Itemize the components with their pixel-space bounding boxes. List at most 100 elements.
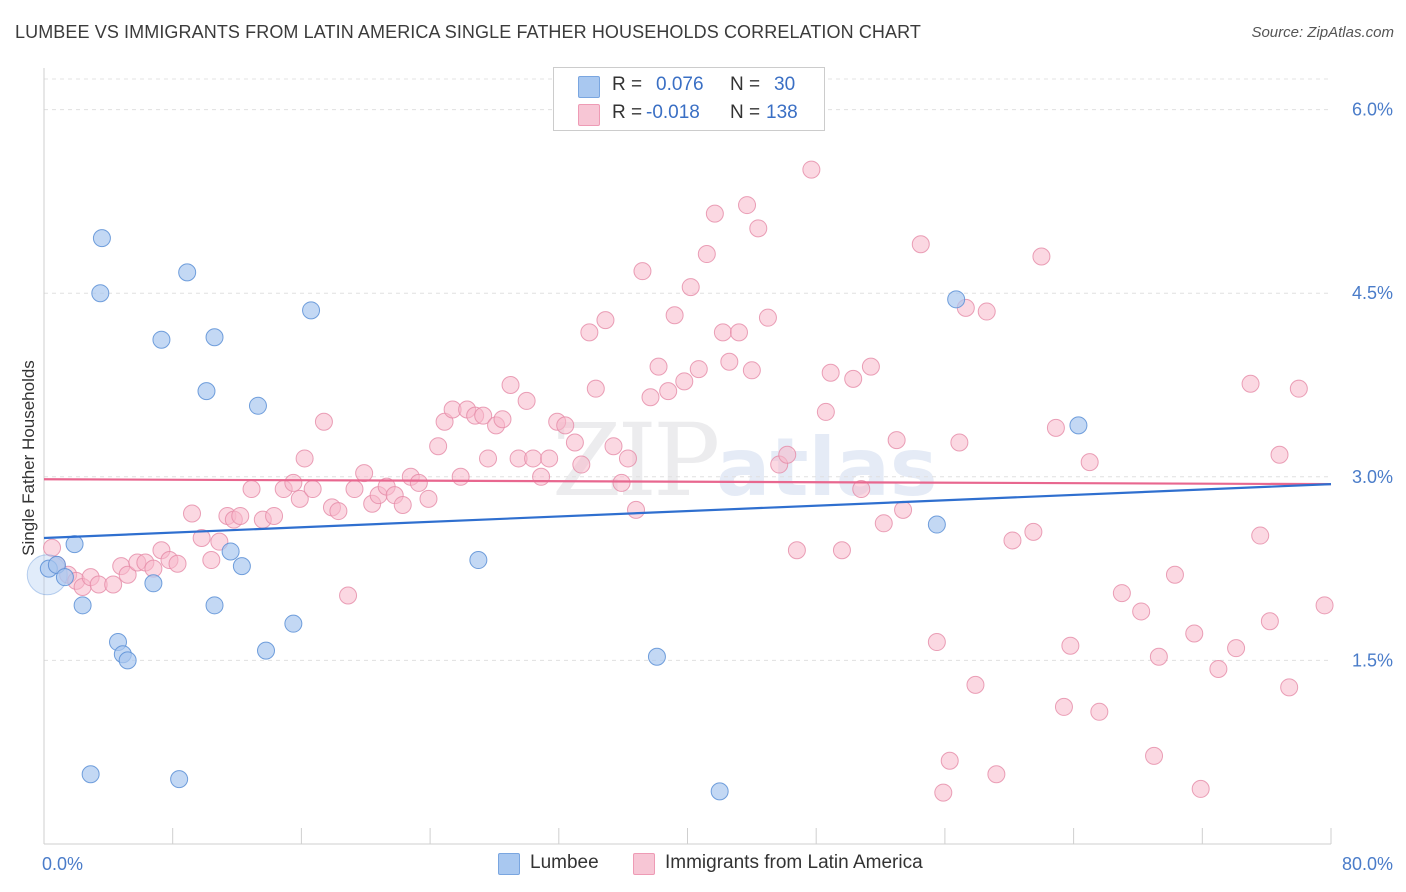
immigrants-point — [580, 323, 599, 342]
immigrants-point — [675, 372, 694, 391]
immigrants-point — [1090, 702, 1109, 721]
legend-n-label: N = — [730, 102, 761, 123]
immigrants-point — [556, 416, 575, 435]
immigrants-point — [1165, 565, 1184, 584]
lumbee-point — [205, 596, 224, 615]
immigrants-point — [816, 402, 835, 421]
immigrants-point — [532, 467, 551, 486]
immigrants-point — [329, 502, 348, 521]
lumbee-point — [152, 330, 171, 349]
lumbee-point — [947, 290, 966, 309]
legend-r-value: -0.018 — [646, 102, 700, 123]
immigrants-point — [1112, 584, 1131, 603]
lumbee-point — [92, 229, 111, 248]
lumbee-point — [302, 301, 321, 320]
immigrants-point — [1132, 602, 1151, 621]
lumbee-point — [257, 641, 276, 660]
immigrants-point — [202, 551, 221, 570]
immigrants-point — [604, 437, 623, 456]
immigrants-point — [493, 410, 512, 429]
immigrants-point — [419, 489, 438, 508]
legend-n-label: N = — [730, 74, 761, 95]
immigrants-point — [1080, 453, 1099, 472]
immigrants-point — [1280, 678, 1299, 697]
immigrants-point — [911, 235, 930, 254]
immigrants-point — [540, 449, 559, 468]
immigrants-point — [927, 633, 946, 652]
chart-title: LUMBEE VS IMMIGRANTS FROM LATIN AMERICA … — [15, 22, 922, 42]
immigrants-point — [1227, 639, 1246, 658]
correlation-legend: R = 0.076 N = 30 R = -0.018 N = 138 — [553, 67, 825, 131]
lumbee-point — [248, 396, 267, 415]
source-label: Source: ZipAtlas.com — [1251, 24, 1394, 41]
immigrants-point — [183, 504, 202, 523]
x-tick-label: 0.0% — [42, 854, 83, 874]
immigrants-point — [665, 306, 684, 325]
immigrants-point — [355, 464, 374, 483]
immigrants-point — [242, 480, 261, 499]
y-tick-label: 1.5% — [1352, 650, 1393, 670]
lumbee-point — [178, 263, 197, 282]
immigrants-point — [950, 433, 969, 452]
immigrants-point — [1032, 247, 1051, 266]
immigrants-point — [627, 500, 646, 519]
immigrants-point — [168, 554, 187, 573]
legend-n-value: 138 — [766, 102, 798, 123]
immigrants-point — [118, 565, 137, 584]
lumbee-point — [170, 770, 189, 789]
immigrants-point — [1061, 636, 1080, 655]
immigrants-trend-line — [43, 478, 1332, 486]
immigrants-point — [1209, 659, 1228, 678]
immigrants-point — [1003, 531, 1022, 550]
immigrants-point — [1191, 779, 1210, 798]
immigrants-point — [1251, 526, 1270, 545]
y-tick-label: 3.0% — [1352, 467, 1393, 487]
immigrants-point — [1289, 379, 1308, 398]
immigrants-point — [720, 352, 739, 371]
trend-lines — [43, 478, 1332, 540]
immigrants-point — [1024, 522, 1043, 541]
immigrants-point — [861, 357, 880, 376]
immigrants-point — [852, 480, 871, 499]
lumbee-point — [232, 557, 251, 576]
immigrants-point — [778, 445, 797, 464]
immigrants-point — [1241, 374, 1260, 393]
immigrants-point — [705, 204, 724, 223]
immigrants-point — [290, 489, 309, 508]
lumbee-points — [26, 229, 1088, 801]
immigrants-point — [697, 245, 716, 264]
immigrants-point — [451, 467, 470, 486]
immigrants-point — [987, 765, 1006, 784]
immigrants-point — [1054, 697, 1073, 716]
immigrants-point — [934, 783, 953, 802]
immigrants-point — [409, 473, 428, 492]
immigrants-point — [738, 196, 757, 215]
lumbee-point — [927, 515, 946, 534]
immigrants-point — [429, 437, 448, 456]
immigrants-point — [565, 433, 584, 452]
immigrants-point — [284, 473, 303, 492]
immigrants-point — [517, 391, 536, 410]
lumbee-point — [118, 651, 137, 670]
immigrants-point — [43, 538, 62, 557]
immigrants-point — [689, 360, 708, 379]
immigrants-point — [231, 506, 250, 525]
immigrants-point — [802, 160, 821, 179]
lumbee-point — [1069, 416, 1088, 435]
legend-label-lumbee: Lumbee — [530, 852, 599, 873]
immigrants-point — [681, 278, 700, 297]
lumbee-point — [65, 535, 84, 554]
immigrants-point — [474, 406, 493, 425]
lumbee-swatch — [498, 853, 520, 875]
y-tick-label: 6.0% — [1352, 100, 1393, 120]
lumbee-point — [221, 542, 240, 561]
immigrants-point — [345, 480, 364, 499]
immigrants-point — [596, 311, 615, 330]
lumbee-trend-line — [43, 483, 1332, 540]
immigrants-point — [966, 675, 985, 694]
lumbee-point — [205, 328, 224, 347]
immigrants-point — [612, 473, 631, 492]
lumbee-point — [647, 647, 666, 666]
immigrants-point — [749, 219, 768, 238]
immigrants-point — [1046, 418, 1065, 437]
